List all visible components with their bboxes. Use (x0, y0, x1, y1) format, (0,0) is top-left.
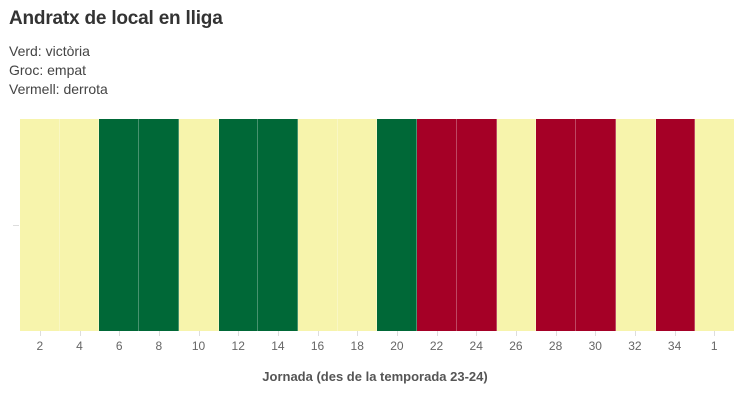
x-tick: 16 (298, 331, 338, 361)
x-tick: 28 (536, 331, 576, 361)
x-tick-label: 1 (710, 339, 718, 353)
x-tick: 6 (99, 331, 139, 361)
x-axis-title: Jornada (des de la temporada 23-24) (262, 369, 488, 384)
x-tick: 12 (218, 331, 258, 361)
x-tick-mark (714, 331, 716, 336)
x-tick-mark (158, 331, 160, 336)
heatmap-cell[interactable] (258, 119, 299, 331)
legend-draw: Groc: empat (9, 62, 87, 78)
x-tick: 14 (258, 331, 298, 361)
x-tick-mark (39, 331, 41, 336)
heatmap-cell[interactable] (139, 119, 179, 331)
x-tick-label: 12 (231, 339, 245, 353)
x-tick: 4 (60, 331, 100, 361)
x-tick: 24 (456, 331, 496, 361)
heatmap-cell[interactable] (456, 119, 497, 331)
heatmap-plot (20, 119, 734, 331)
x-tick-label: 34 (667, 339, 682, 353)
x-tick-label: 18 (350, 339, 364, 353)
heatmap-cell[interactable] (536, 119, 577, 331)
x-axis: 2 4 6 8 10 12 14 16 18 20 22 24 26 28 30 32 34 1 (20, 331, 734, 361)
x-tick-label: 32 (628, 339, 642, 353)
x-tick: 22 (417, 331, 457, 361)
x-tick-label: 10 (191, 339, 206, 353)
x-tick-mark (555, 331, 557, 336)
y-axis-tick (13, 225, 19, 226)
x-tick-label: 24 (469, 339, 483, 353)
heatmap-cell[interactable] (576, 119, 616, 331)
color-legend: Verd: victòria Groc: empat Vermell: derr… (9, 42, 108, 99)
x-tick-mark (317, 331, 319, 336)
x-tick-mark (119, 331, 121, 336)
legend-victory: Verd: victòria (9, 43, 90, 59)
x-tick-mark (277, 331, 279, 336)
heatmap-cell[interactable] (218, 119, 259, 331)
x-tick-label: 8 (155, 339, 163, 353)
x-tick: 20 (377, 331, 417, 361)
x-tick-mark (357, 331, 359, 336)
heatmap-cell[interactable] (337, 119, 378, 331)
heatmap-cell[interactable] (496, 119, 537, 331)
x-tick-label: 30 (588, 339, 602, 353)
x-tick: 8 (139, 331, 179, 361)
heatmap-cell[interactable] (417, 119, 457, 331)
x-tick: 30 (575, 331, 615, 361)
heatmap-cell[interactable] (655, 119, 696, 331)
heatmap-cell[interactable] (377, 119, 418, 331)
x-tick-label: 26 (509, 339, 523, 353)
x-tick: 32 (615, 331, 655, 361)
x-tick: 18 (337, 331, 377, 361)
x-tick-label: 6 (115, 339, 123, 353)
x-tick-mark (515, 331, 517, 336)
x-tick-label: 16 (310, 339, 325, 353)
x-tick-mark (674, 331, 676, 336)
legend-loss: Vermell: derrota (9, 81, 108, 97)
x-tick-mark (79, 331, 81, 336)
chart-title: Andratx de local en lliga (9, 8, 223, 29)
x-tick: 2 (20, 331, 60, 361)
heatmap-cell[interactable] (615, 119, 656, 331)
x-tick-mark (198, 331, 200, 336)
x-tick-mark (634, 331, 636, 336)
x-tick-label: 4 (76, 339, 83, 353)
x-tick: 10 (179, 331, 219, 361)
x-tick-mark (238, 331, 240, 336)
x-tick-label: 2 (36, 339, 44, 353)
heatmap-cell[interactable] (695, 119, 734, 331)
x-tick: 34 (655, 331, 695, 361)
x-tick-mark (436, 331, 438, 336)
heatmap-cell[interactable] (59, 119, 100, 331)
x-tick-mark (396, 331, 398, 336)
x-tick-mark (595, 331, 597, 336)
x-tick-label: 28 (548, 339, 563, 353)
x-tick-label: 22 (429, 339, 444, 353)
x-tick-label: 14 (271, 339, 285, 353)
heatmap-cell[interactable] (99, 119, 140, 331)
heatmap-cell[interactable] (20, 119, 60, 331)
x-tick-mark (476, 331, 478, 336)
x-tick: 26 (496, 331, 536, 361)
x-tick-label: 20 (390, 339, 404, 353)
heatmap-cell[interactable] (178, 119, 219, 331)
heatmap-cell[interactable] (298, 119, 338, 331)
x-tick: 1 (694, 331, 734, 361)
